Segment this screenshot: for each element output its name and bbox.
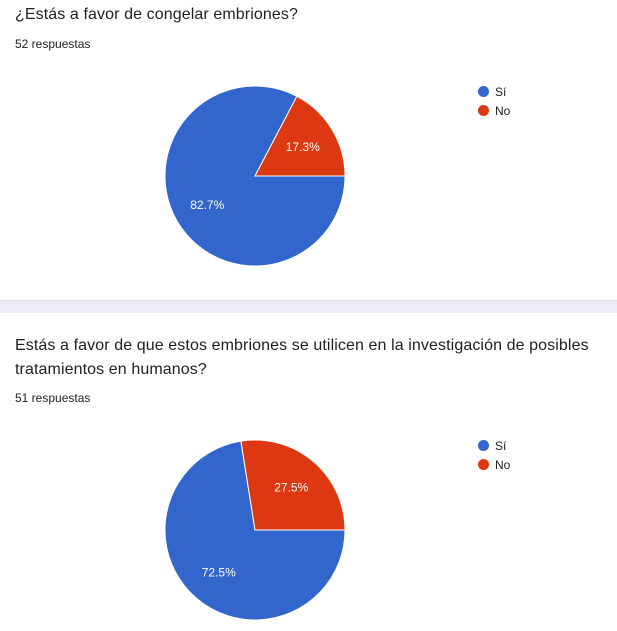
- question-card-2: Estás a favor de que estos embriones se …: [0, 313, 617, 631]
- legend-dot-icon: [478, 459, 489, 470]
- legend-label: Sí: [495, 84, 507, 99]
- slice-label: 72.5%: [202, 565, 236, 579]
- pie-slice-no[interactable]: [240, 439, 346, 531]
- legend-item-no[interactable]: No: [478, 101, 510, 120]
- legend-item-si[interactable]: Sí: [478, 82, 510, 101]
- question-title: Estás a favor de que estos embriones se …: [15, 337, 589, 378]
- legend-label: Sí: [495, 438, 507, 453]
- legend-dot-icon: [478, 86, 489, 97]
- legend-dot-icon: [478, 440, 489, 451]
- legend: Sí No: [478, 436, 510, 474]
- legend-item-si[interactable]: Sí: [478, 436, 510, 455]
- legend-item-no[interactable]: No: [478, 455, 510, 474]
- legend-label: No: [495, 457, 511, 472]
- question-card-1: ¿Estás a favor de congelar embriones? 52…: [0, 0, 617, 300]
- pie-chart: 72.5% 27.5%: [164, 439, 346, 621]
- slice-label: 27.5%: [274, 481, 308, 495]
- card-separator: [0, 300, 617, 314]
- pie-slice-si[interactable]: [164, 440, 346, 621]
- slice-label: 17.3%: [286, 140, 320, 154]
- slice-label: 82.7%: [190, 198, 224, 212]
- legend-label: No: [495, 103, 511, 118]
- response-count: 52 respuestas: [15, 37, 91, 51]
- question-title: ¿Estás a favor de congelar embriones?: [15, 6, 298, 23]
- legend-dot-icon: [478, 105, 489, 116]
- legend: Sí No: [478, 82, 510, 120]
- pie-slice-no[interactable]: [254, 95, 346, 177]
- response-count: 51 respuestas: [15, 391, 91, 405]
- pie-chart: 82.7% 17.3%: [164, 85, 346, 267]
